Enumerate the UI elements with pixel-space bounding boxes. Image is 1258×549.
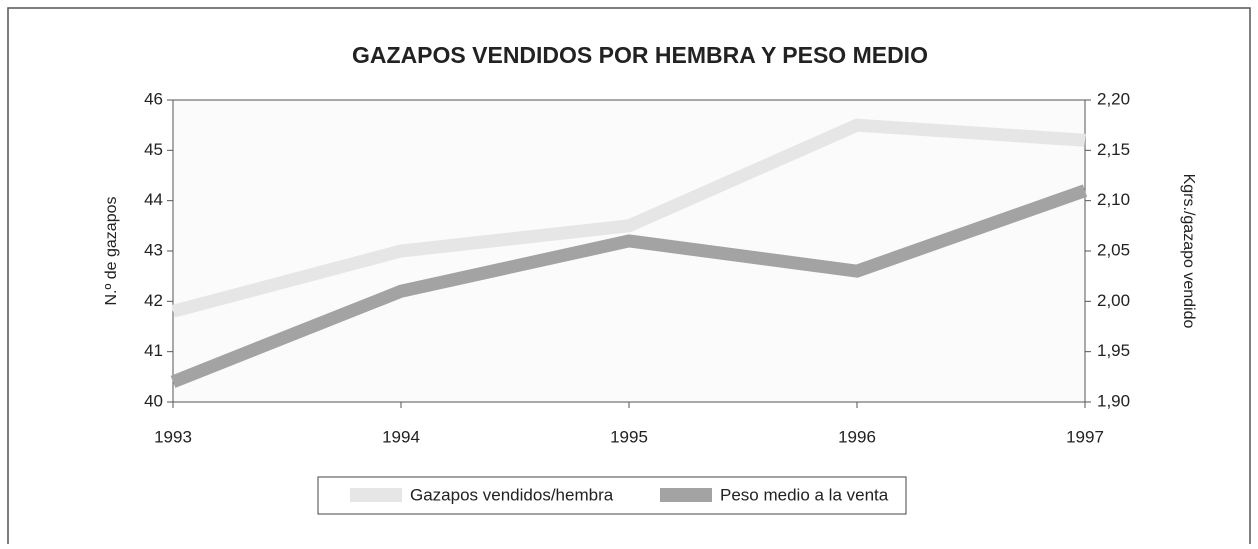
- legend-box: [317, 476, 907, 515]
- x-tick-label: 1993: [154, 427, 192, 446]
- y2-tick-label: 2,05: [1097, 240, 1130, 259]
- x-tick-label: 1997: [1066, 427, 1104, 446]
- y2-tick-label: 1,90: [1097, 391, 1130, 410]
- y2-tick-label: 2,20: [1097, 89, 1130, 108]
- y2-tick-label: 2,15: [1097, 140, 1130, 159]
- y-tick-label: 42: [144, 291, 163, 310]
- y-axis-label: N.º de gazapos: [103, 196, 120, 305]
- y-tick-label: 46: [144, 89, 163, 108]
- legend-swatch: [660, 488, 712, 502]
- y2-axis-label: Kgrs./gazapo vendido: [1180, 174, 1197, 329]
- legend-label: Gazapos vendidos/hembra: [410, 485, 614, 504]
- y2-tick-label: 2,10: [1097, 190, 1130, 209]
- chart-title: GAZAPOS VENDIDOS POR HEMBRA Y PESO MEDIO: [352, 42, 928, 68]
- series-line: [171, 118, 1086, 318]
- y-tick-label: 43: [144, 240, 163, 259]
- series-line: [170, 184, 1088, 388]
- y-tick-label: 40: [144, 391, 163, 410]
- x-tick-label: 1995: [610, 427, 648, 446]
- y-tick-label: 45: [144, 140, 163, 159]
- legend-label: Peso medio a la venta: [720, 485, 889, 504]
- y2-tick-label: 2,00: [1097, 291, 1130, 310]
- legend-swatch: [350, 488, 402, 502]
- x-tick-label: 1994: [382, 427, 420, 446]
- plot-area: [172, 99, 1086, 403]
- y-tick-label: 41: [144, 341, 163, 360]
- y-tick-label: 44: [144, 190, 163, 209]
- x-tick-label: 1996: [838, 427, 876, 446]
- y2-tick-label: 1,95: [1097, 341, 1130, 360]
